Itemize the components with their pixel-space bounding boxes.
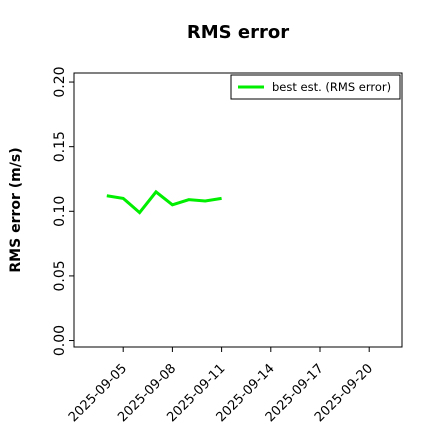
y-tick-label: 0.05 — [52, 260, 68, 291]
plot-frame — [73, 72, 403, 348]
legend-label: best est. (RMS error) — [272, 80, 391, 94]
y-tick-label: 0.20 — [52, 66, 68, 97]
y-tick-label: 0.00 — [52, 325, 68, 356]
chart-title: RMS error — [187, 22, 289, 43]
y-axis-label: RMS error (m/s) — [8, 147, 24, 272]
y-tick-label: 0.10 — [52, 196, 68, 227]
line-series — [106, 189, 222, 215]
y-tick-label: 0.15 — [52, 131, 68, 162]
